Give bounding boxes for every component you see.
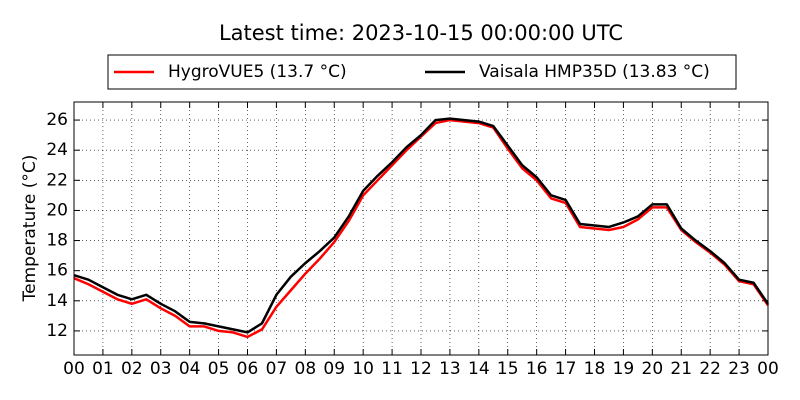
y-tick-label: 16 xyxy=(46,261,68,281)
x-tick-label: 08 xyxy=(295,359,317,379)
x-tick-label: 13 xyxy=(439,359,461,379)
y-tick-label: 14 xyxy=(46,291,68,311)
x-tick-label: 16 xyxy=(526,359,548,379)
x-tick-label: 23 xyxy=(728,359,750,379)
x-tick-label: 14 xyxy=(468,359,490,379)
legend-box xyxy=(107,54,737,90)
y-tick-label: 22 xyxy=(46,170,68,190)
series-line xyxy=(73,117,770,334)
y-axis-label: Temperature (°C) xyxy=(20,155,40,303)
x-tick-label: 06 xyxy=(237,359,259,379)
x-tick-label: 20 xyxy=(642,359,664,379)
x-tick-label: 00 xyxy=(63,359,85,379)
x-tick-label: 01 xyxy=(92,359,114,379)
x-tick-label: 21 xyxy=(670,359,692,379)
x-tick-label: 18 xyxy=(584,359,606,379)
x-tick-label: 05 xyxy=(208,359,230,379)
x-tick-label: 19 xyxy=(613,359,635,379)
x-tick-label: 07 xyxy=(266,359,288,379)
y-tick-label: 20 xyxy=(46,200,68,220)
x-tick-label: 22 xyxy=(699,359,721,379)
plot-frame xyxy=(73,101,769,356)
x-tick-label: 10 xyxy=(352,359,374,379)
y-tick-label: 12 xyxy=(46,321,68,341)
series-line xyxy=(73,118,770,339)
x-tick-label: 12 xyxy=(410,359,432,379)
x-tick-label: 15 xyxy=(497,359,519,379)
x-tick-label: 02 xyxy=(121,359,143,379)
y-tick-label: 18 xyxy=(46,231,68,251)
x-tick-label: 03 xyxy=(150,359,172,379)
legend-label: HygroVUE5 (13.7 °C) xyxy=(168,62,347,82)
x-tick-label: 17 xyxy=(555,359,577,379)
x-tick-label: 09 xyxy=(323,359,345,379)
chart-title: Latest time: 2023-10-15 00:00:00 UTC xyxy=(219,21,623,45)
legend-label: Vaisala HMP35D (13.83 °C) xyxy=(479,62,710,82)
x-tick-label: 00 xyxy=(757,359,779,379)
x-tick-label: 11 xyxy=(381,359,403,379)
x-tick-label: 04 xyxy=(179,359,201,379)
y-tick-label: 26 xyxy=(46,110,68,130)
y-tick-label: 24 xyxy=(46,140,68,160)
